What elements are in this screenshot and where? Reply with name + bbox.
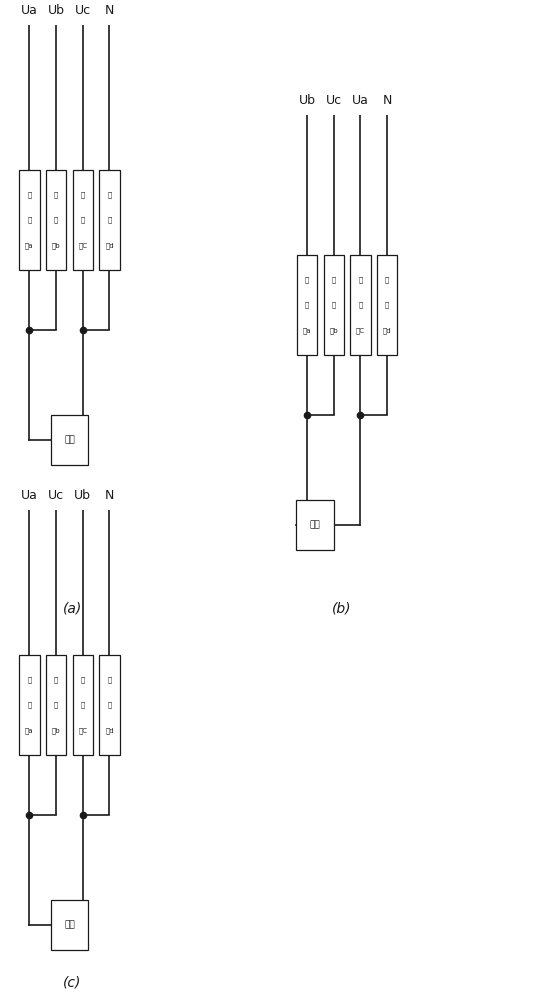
Text: 驱: 驱 bbox=[107, 676, 112, 683]
Text: 器b: 器b bbox=[52, 727, 60, 734]
Text: 动: 动 bbox=[107, 217, 112, 223]
Bar bbox=[324, 255, 344, 355]
Text: 动: 动 bbox=[81, 217, 85, 223]
Text: 驱: 驱 bbox=[385, 276, 389, 283]
Text: 器C: 器C bbox=[356, 327, 365, 334]
Text: 动: 动 bbox=[385, 302, 389, 308]
Text: 器a: 器a bbox=[25, 727, 34, 734]
Bar bbox=[73, 170, 93, 270]
Text: (a): (a) bbox=[62, 601, 82, 615]
Text: Ub: Ub bbox=[74, 489, 91, 502]
Text: (c): (c) bbox=[63, 976, 81, 990]
Text: 动: 动 bbox=[54, 217, 58, 223]
Bar bbox=[73, 655, 93, 755]
Text: Ub: Ub bbox=[299, 94, 316, 107]
Text: Uc: Uc bbox=[326, 94, 342, 107]
Text: 动: 动 bbox=[54, 702, 58, 708]
Text: 驱: 驱 bbox=[27, 191, 32, 198]
Text: 器C: 器C bbox=[78, 727, 87, 734]
Text: 器a: 器a bbox=[303, 327, 311, 334]
Bar bbox=[46, 170, 66, 270]
Text: 动: 动 bbox=[332, 302, 336, 308]
Text: Ua: Ua bbox=[21, 489, 38, 502]
Bar bbox=[19, 655, 40, 755]
Bar bbox=[51, 900, 88, 950]
Text: 器a: 器a bbox=[25, 242, 34, 249]
Text: 驱: 驱 bbox=[27, 676, 32, 683]
Text: 驱: 驱 bbox=[54, 191, 58, 198]
Bar bbox=[99, 170, 120, 270]
Text: N: N bbox=[105, 489, 114, 502]
Bar bbox=[350, 255, 371, 355]
Text: 器C: 器C bbox=[78, 242, 87, 249]
Text: 驱: 驱 bbox=[81, 191, 85, 198]
Text: 器d: 器d bbox=[105, 727, 114, 734]
Bar bbox=[99, 655, 120, 755]
Text: Ua: Ua bbox=[21, 4, 38, 17]
Bar bbox=[19, 170, 40, 270]
Bar bbox=[51, 415, 88, 465]
Text: 动: 动 bbox=[27, 702, 32, 708]
Text: 驱: 驱 bbox=[358, 276, 363, 283]
Text: N: N bbox=[382, 94, 392, 107]
Text: 驱: 驱 bbox=[107, 191, 112, 198]
Text: 驱: 驱 bbox=[54, 676, 58, 683]
Text: Ub: Ub bbox=[48, 4, 65, 17]
Text: Uc: Uc bbox=[48, 489, 64, 502]
Text: Uc: Uc bbox=[75, 4, 91, 17]
Text: N: N bbox=[105, 4, 114, 17]
Text: 驱: 驱 bbox=[305, 276, 309, 283]
Bar bbox=[377, 255, 397, 355]
Bar bbox=[296, 500, 334, 550]
Text: 动: 动 bbox=[305, 302, 309, 308]
Text: 器d: 器d bbox=[383, 327, 391, 334]
Text: 驱: 驱 bbox=[332, 276, 336, 283]
Text: 驱: 驱 bbox=[81, 676, 85, 683]
Text: 动: 动 bbox=[107, 702, 112, 708]
Text: 器d: 器d bbox=[105, 242, 114, 249]
Text: 动: 动 bbox=[27, 217, 32, 223]
Text: 器b: 器b bbox=[329, 327, 338, 334]
Text: 器b: 器b bbox=[52, 242, 60, 249]
Bar bbox=[46, 655, 66, 755]
Text: 负载: 负载 bbox=[64, 920, 75, 930]
Text: 动: 动 bbox=[358, 302, 363, 308]
Text: 负载: 负载 bbox=[310, 520, 320, 530]
Text: 动: 动 bbox=[81, 702, 85, 708]
Bar bbox=[297, 255, 317, 355]
Text: 负载: 负载 bbox=[64, 436, 75, 444]
Text: (b): (b) bbox=[332, 601, 351, 615]
Text: Ua: Ua bbox=[352, 94, 369, 107]
